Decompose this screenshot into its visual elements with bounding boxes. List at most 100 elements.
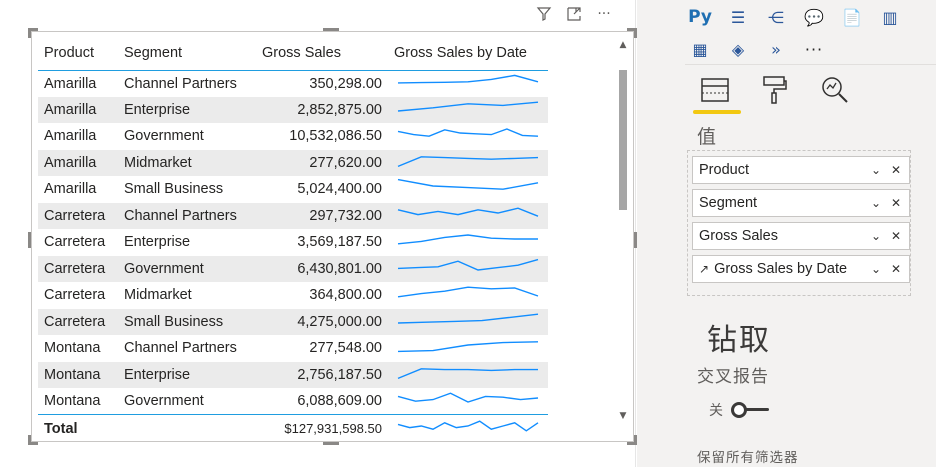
segment-cell: Enterprise: [118, 96, 256, 123]
table-row[interactable]: Montana Government 6,088,609.00: [38, 388, 548, 415]
table-row[interactable]: Amarilla Small Business 5,024,400.00: [38, 176, 548, 203]
total-label: Total: [38, 414, 118, 443]
decomposition-tree-icon[interactable]: ⋲: [768, 7, 784, 27]
resize-handle-left[interactable]: [28, 232, 31, 248]
sparkline: [397, 155, 539, 167]
chevron-down-icon[interactable]: ⌄: [870, 163, 882, 177]
smart-narrative-icon[interactable]: 📄: [842, 7, 862, 27]
field-pill[interactable]: Segment ⌄ ✕: [692, 189, 910, 217]
column-header-gross-sales[interactable]: Gross Sales: [256, 36, 388, 71]
chevron-down-icon[interactable]: ⌄: [870, 229, 882, 243]
gross-sales-cell: 277,548.00: [309, 340, 382, 357]
product-cell: Amarilla: [44, 128, 97, 145]
gross-sales-cell: 2,756,187.50: [256, 361, 388, 388]
diamond-visual-icon[interactable]: ◈: [731, 39, 745, 59]
key-influencers-icon[interactable]: ☰: [730, 7, 746, 27]
resize-handle-top-right[interactable]: [627, 28, 637, 38]
cross-report-label: 交叉报告: [697, 367, 769, 387]
table-visual[interactable]: Product Segment Gross Sales Gross Sales …: [28, 28, 637, 445]
field-pill-label: Gross Sales by Date: [714, 261, 848, 277]
remove-field-icon[interactable]: ✕: [890, 163, 902, 177]
custom-visual-icon[interactable]: ▦: [692, 39, 708, 59]
scroll-up-arrow-icon[interactable]: ▲: [619, 40, 627, 50]
table-row[interactable]: Carretera Government 6,430,801.00: [38, 255, 548, 282]
tab-fields[interactable]: [693, 70, 741, 114]
table-row[interactable]: Carretera Enterprise 3,569,187.50: [38, 229, 548, 256]
resize-handle-right[interactable]: [634, 232, 637, 248]
sparkline-path: [397, 207, 539, 217]
segment-cell: Channel Partners: [124, 75, 237, 92]
tab-analytics[interactable]: [817, 70, 853, 110]
sparkline-path: [397, 101, 539, 112]
resize-handle-top[interactable]: [323, 28, 339, 31]
table-row[interactable]: Carretera Midmarket 364,800.00: [38, 282, 548, 309]
field-pill[interactable]: Product ⌄ ✕: [692, 156, 910, 184]
fields-tab-icon: [701, 78, 729, 102]
gross-sales-cell: 5,024,400.00: [297, 181, 382, 198]
sparkline-path: [397, 74, 539, 84]
sparkline-path: [397, 258, 539, 271]
product-cell: Amarilla: [44, 181, 97, 198]
gross-sales-cell: 2,852,875.00: [256, 96, 388, 123]
paginated-report-icon[interactable]: ▥: [882, 7, 898, 27]
field-pill[interactable]: ↗ Gross Sales by Date ⌄ ✕: [692, 255, 910, 283]
segment-cell: Government: [118, 255, 256, 282]
table-row[interactable]: Carretera Channel Partners 297,732.00: [38, 202, 548, 229]
sparkline-path: [397, 420, 539, 432]
sparkline: [397, 101, 539, 112]
python-visual-icon[interactable]: Py: [688, 7, 712, 27]
column-header-segment[interactable]: Segment: [118, 36, 256, 71]
sparkline-cell: [388, 229, 548, 256]
table-row[interactable]: Carretera Small Business 4,275,000.00: [38, 308, 548, 335]
pane-divider: [685, 64, 936, 65]
resize-handle-top-left[interactable]: [28, 28, 38, 38]
total-segment-cell: [118, 414, 256, 443]
field-pill[interactable]: Gross Sales ⌄ ✕: [692, 222, 910, 250]
chevron-down-icon[interactable]: ⌄: [870, 262, 882, 276]
sparkline: [397, 234, 538, 245]
tab-format[interactable]: [757, 70, 793, 110]
vertical-scrollbar[interactable]: ▲ ▼: [617, 40, 629, 423]
chevron-down-icon[interactable]: ⌄: [870, 196, 882, 210]
resize-handle-bottom[interactable]: [323, 442, 339, 445]
sparkline-cell: [388, 96, 548, 123]
column-header-gross-sales-by-date[interactable]: Gross Sales by Date: [388, 36, 548, 71]
table-header-row: Product Segment Gross Sales Gross Sales …: [38, 36, 548, 71]
table-row[interactable]: Amarilla Government 10,532,086.50: [38, 123, 548, 150]
focus-mode-icon[interactable]: [564, 4, 584, 24]
remove-field-icon[interactable]: ✕: [890, 262, 902, 276]
sparkline: [397, 258, 539, 271]
more-options-icon[interactable]: ···: [597, 6, 611, 22]
sparkline-cell: [388, 361, 548, 388]
scroll-thumb[interactable]: [619, 70, 627, 210]
remove-field-icon[interactable]: ✕: [890, 229, 902, 243]
table-row[interactable]: Montana Channel Partners 277,548.00: [38, 335, 548, 362]
sparkline: [397, 367, 538, 379]
table-row[interactable]: Amarilla Channel Partners 350,298.00: [38, 70, 548, 97]
resize-handle-bottom-left[interactable]: [28, 435, 38, 445]
gross-sales-cell: 297,732.00: [256, 202, 388, 229]
scroll-down-arrow-icon[interactable]: ▼: [619, 411, 627, 421]
remove-field-icon[interactable]: ✕: [890, 196, 902, 210]
product-cell: Carretera: [38, 202, 118, 229]
sparkline: [397, 392, 539, 403]
column-header-product[interactable]: Product: [38, 36, 118, 71]
sparkline-cell: [388, 70, 548, 97]
values-well[interactable]: Product ⌄ ✕ Segment ⌄ ✕ Gross Sales ⌄ ✕ ↗ Gross Sa…: [687, 150, 911, 296]
sparkline-path: [397, 313, 539, 324]
qa-icon[interactable]: 💬: [804, 7, 824, 27]
power-automate-icon[interactable]: »: [771, 39, 781, 59]
gross-sales-cell: 364,800.00: [309, 287, 382, 304]
table-row[interactable]: Montana Enterprise 2,756,187.50: [38, 361, 548, 388]
table-row[interactable]: Amarilla Enterprise 2,852,875.00: [38, 96, 548, 123]
product-cell: Amarilla: [38, 96, 118, 123]
resize-handle-bottom-right[interactable]: [627, 435, 637, 445]
segment-cell: Midmarket: [124, 287, 192, 304]
data-table: Product Segment Gross Sales Gross Sales …: [38, 36, 548, 443]
more-visuals-icon[interactable]: ···: [804, 39, 824, 59]
cross-report-toggle-row: 关: [709, 400, 771, 420]
sparkline-field-icon: ↗: [699, 262, 710, 276]
table-row[interactable]: Amarilla Midmarket 277,620.00: [38, 149, 548, 176]
cross-report-toggle[interactable]: [731, 401, 771, 419]
filter-icon[interactable]: [534, 4, 554, 24]
